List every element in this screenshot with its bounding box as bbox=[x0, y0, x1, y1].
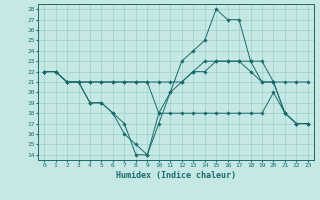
X-axis label: Humidex (Indice chaleur): Humidex (Indice chaleur) bbox=[116, 171, 236, 180]
